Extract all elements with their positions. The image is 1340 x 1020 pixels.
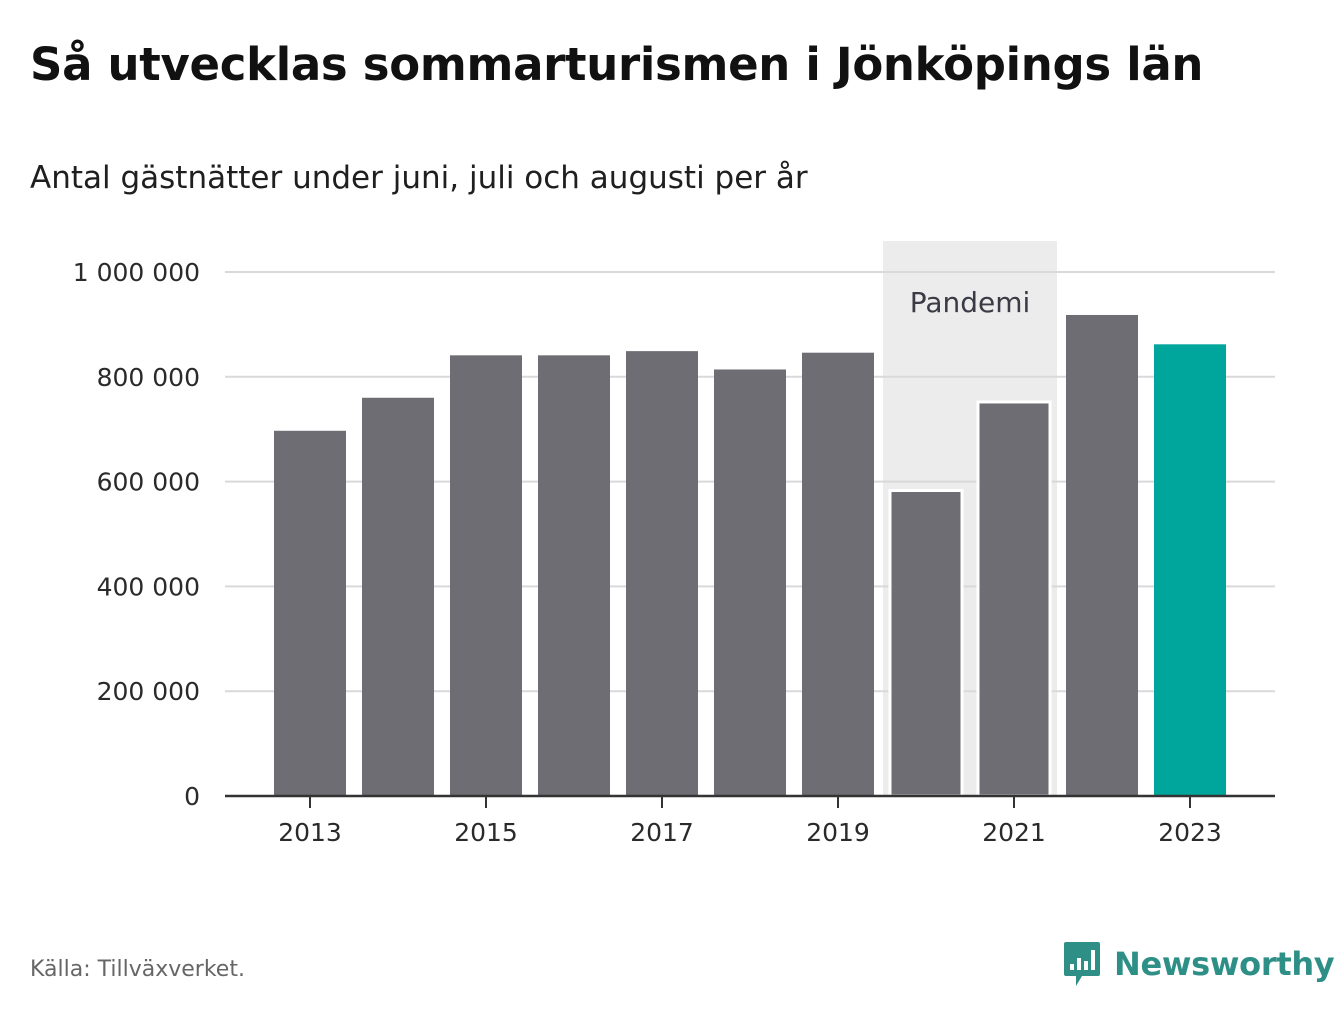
newsworthy-logo-icon	[1064, 942, 1100, 986]
y-tick-label: 600 000	[97, 468, 200, 497]
bar-2016	[538, 355, 610, 796]
chart-title: Så utvecklas sommarturismen i Jönköpings…	[30, 38, 1204, 91]
bar-2014	[362, 397, 434, 796]
brand: Newsworthy	[1062, 940, 1335, 988]
x-tick-label: 2015	[454, 818, 518, 847]
bar-2020	[888, 489, 964, 798]
bar-2013	[274, 430, 346, 796]
x-tick-label: 2013	[278, 818, 342, 847]
chart-subtitle: Antal gästnätter under juni, juli och au…	[30, 160, 808, 196]
y-tick-label: 1 000 000	[73, 258, 200, 287]
bar-2019	[802, 352, 874, 796]
bar-2021	[976, 400, 1052, 798]
brand-name: Newsworthy	[1114, 945, 1335, 983]
y-tick-label: 400 000	[97, 572, 200, 601]
pandemic-label: Pandemi	[910, 286, 1031, 319]
bar-2022	[1066, 314, 1138, 796]
source-note: Källa: Tillväxverket.	[30, 957, 245, 982]
y-tick-label: 800 000	[97, 363, 200, 392]
y-tick-label: 0	[184, 782, 200, 811]
x-tick-label: 2023	[1158, 818, 1222, 847]
bar-2017	[626, 351, 698, 796]
bar-2015	[450, 355, 522, 796]
x-tick-label: 2019	[806, 818, 870, 847]
x-tick-label: 2021	[982, 818, 1046, 847]
bar-2018	[714, 369, 786, 796]
x-tick-label: 2017	[630, 818, 694, 847]
y-tick-label: 200 000	[97, 677, 200, 706]
bar-2023	[1154, 344, 1226, 796]
